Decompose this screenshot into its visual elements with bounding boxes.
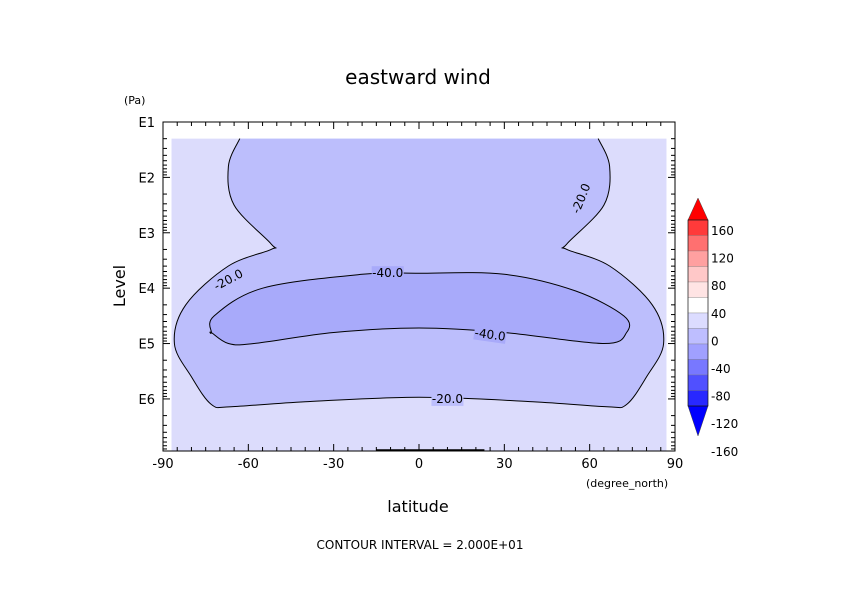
contour-label: -20.0 bbox=[432, 392, 463, 406]
colorbar-label: -40 bbox=[711, 362, 731, 376]
colorbar-segment bbox=[687, 359, 709, 376]
contour-label-bg bbox=[473, 325, 507, 344]
contour-label: -40.0 bbox=[372, 266, 403, 280]
colorbar-label: 80 bbox=[711, 279, 726, 293]
y-tick-label: E3 bbox=[139, 227, 156, 242]
contour-label-bg bbox=[568, 180, 594, 216]
colorbar-segment bbox=[687, 374, 709, 391]
x-tick-label: 0 bbox=[415, 457, 423, 472]
x-tick-label: 30 bbox=[496, 457, 513, 472]
y-unit-label: (Pa) bbox=[124, 94, 145, 107]
contour-label-bg bbox=[211, 266, 246, 294]
colorbar-label: 120 bbox=[711, 252, 734, 266]
x-unit-label: (degree_north) bbox=[586, 477, 668, 490]
colorbar-segment bbox=[687, 235, 709, 252]
colorbar-label: -160 bbox=[711, 445, 738, 459]
x-tick-label: -30 bbox=[323, 457, 344, 472]
contour-line bbox=[209, 272, 631, 346]
region-fill-minus40 bbox=[209, 272, 630, 345]
colorbar-segment bbox=[687, 281, 709, 298]
colorbar-frame bbox=[687, 219, 709, 407]
colorbar-label: 0 bbox=[711, 334, 719, 348]
y-tick-label: E2 bbox=[139, 171, 156, 186]
contour-line bbox=[173, 138, 665, 409]
colorbar-segment bbox=[687, 266, 709, 283]
y-axis-label: Level bbox=[110, 265, 129, 307]
y-tick-label: E5 bbox=[139, 338, 156, 353]
x-tick-label: -90 bbox=[152, 457, 173, 472]
colorbar-segment bbox=[687, 312, 709, 329]
colorbar-segment bbox=[687, 297, 709, 314]
colorbar-segment bbox=[687, 343, 709, 360]
colorbar-segment bbox=[687, 250, 709, 267]
y-tick-label: E1 bbox=[139, 116, 156, 131]
contour-interval-note: CONTOUR INTERVAL = 2.000E+01 bbox=[317, 538, 524, 552]
x-tick-label: 90 bbox=[667, 457, 684, 472]
chart-title: eastward wind bbox=[345, 65, 491, 89]
colorbar-segment bbox=[687, 219, 709, 236]
colorbar-segment bbox=[687, 390, 709, 407]
colorbar-arrow-bottom bbox=[687, 405, 709, 437]
contour-label-bg bbox=[371, 266, 404, 281]
y-tick-label: E4 bbox=[139, 282, 156, 297]
x-tick-label: -60 bbox=[238, 457, 259, 472]
y-tick-label: E6 bbox=[139, 393, 156, 408]
x-tick-label: 60 bbox=[581, 457, 598, 472]
contour-label: -40.0 bbox=[474, 326, 507, 344]
x-axis-label: latitude bbox=[387, 497, 448, 516]
colorbar-label: 40 bbox=[711, 307, 726, 321]
colorbar-segment bbox=[687, 328, 709, 345]
colorbar-label: -80 bbox=[711, 390, 731, 404]
colorbar-arrow-top bbox=[687, 197, 709, 221]
colorbar-label: -120 bbox=[711, 417, 738, 431]
colorbar-label: 160 bbox=[711, 224, 734, 238]
contour-label-bg bbox=[431, 391, 464, 406]
